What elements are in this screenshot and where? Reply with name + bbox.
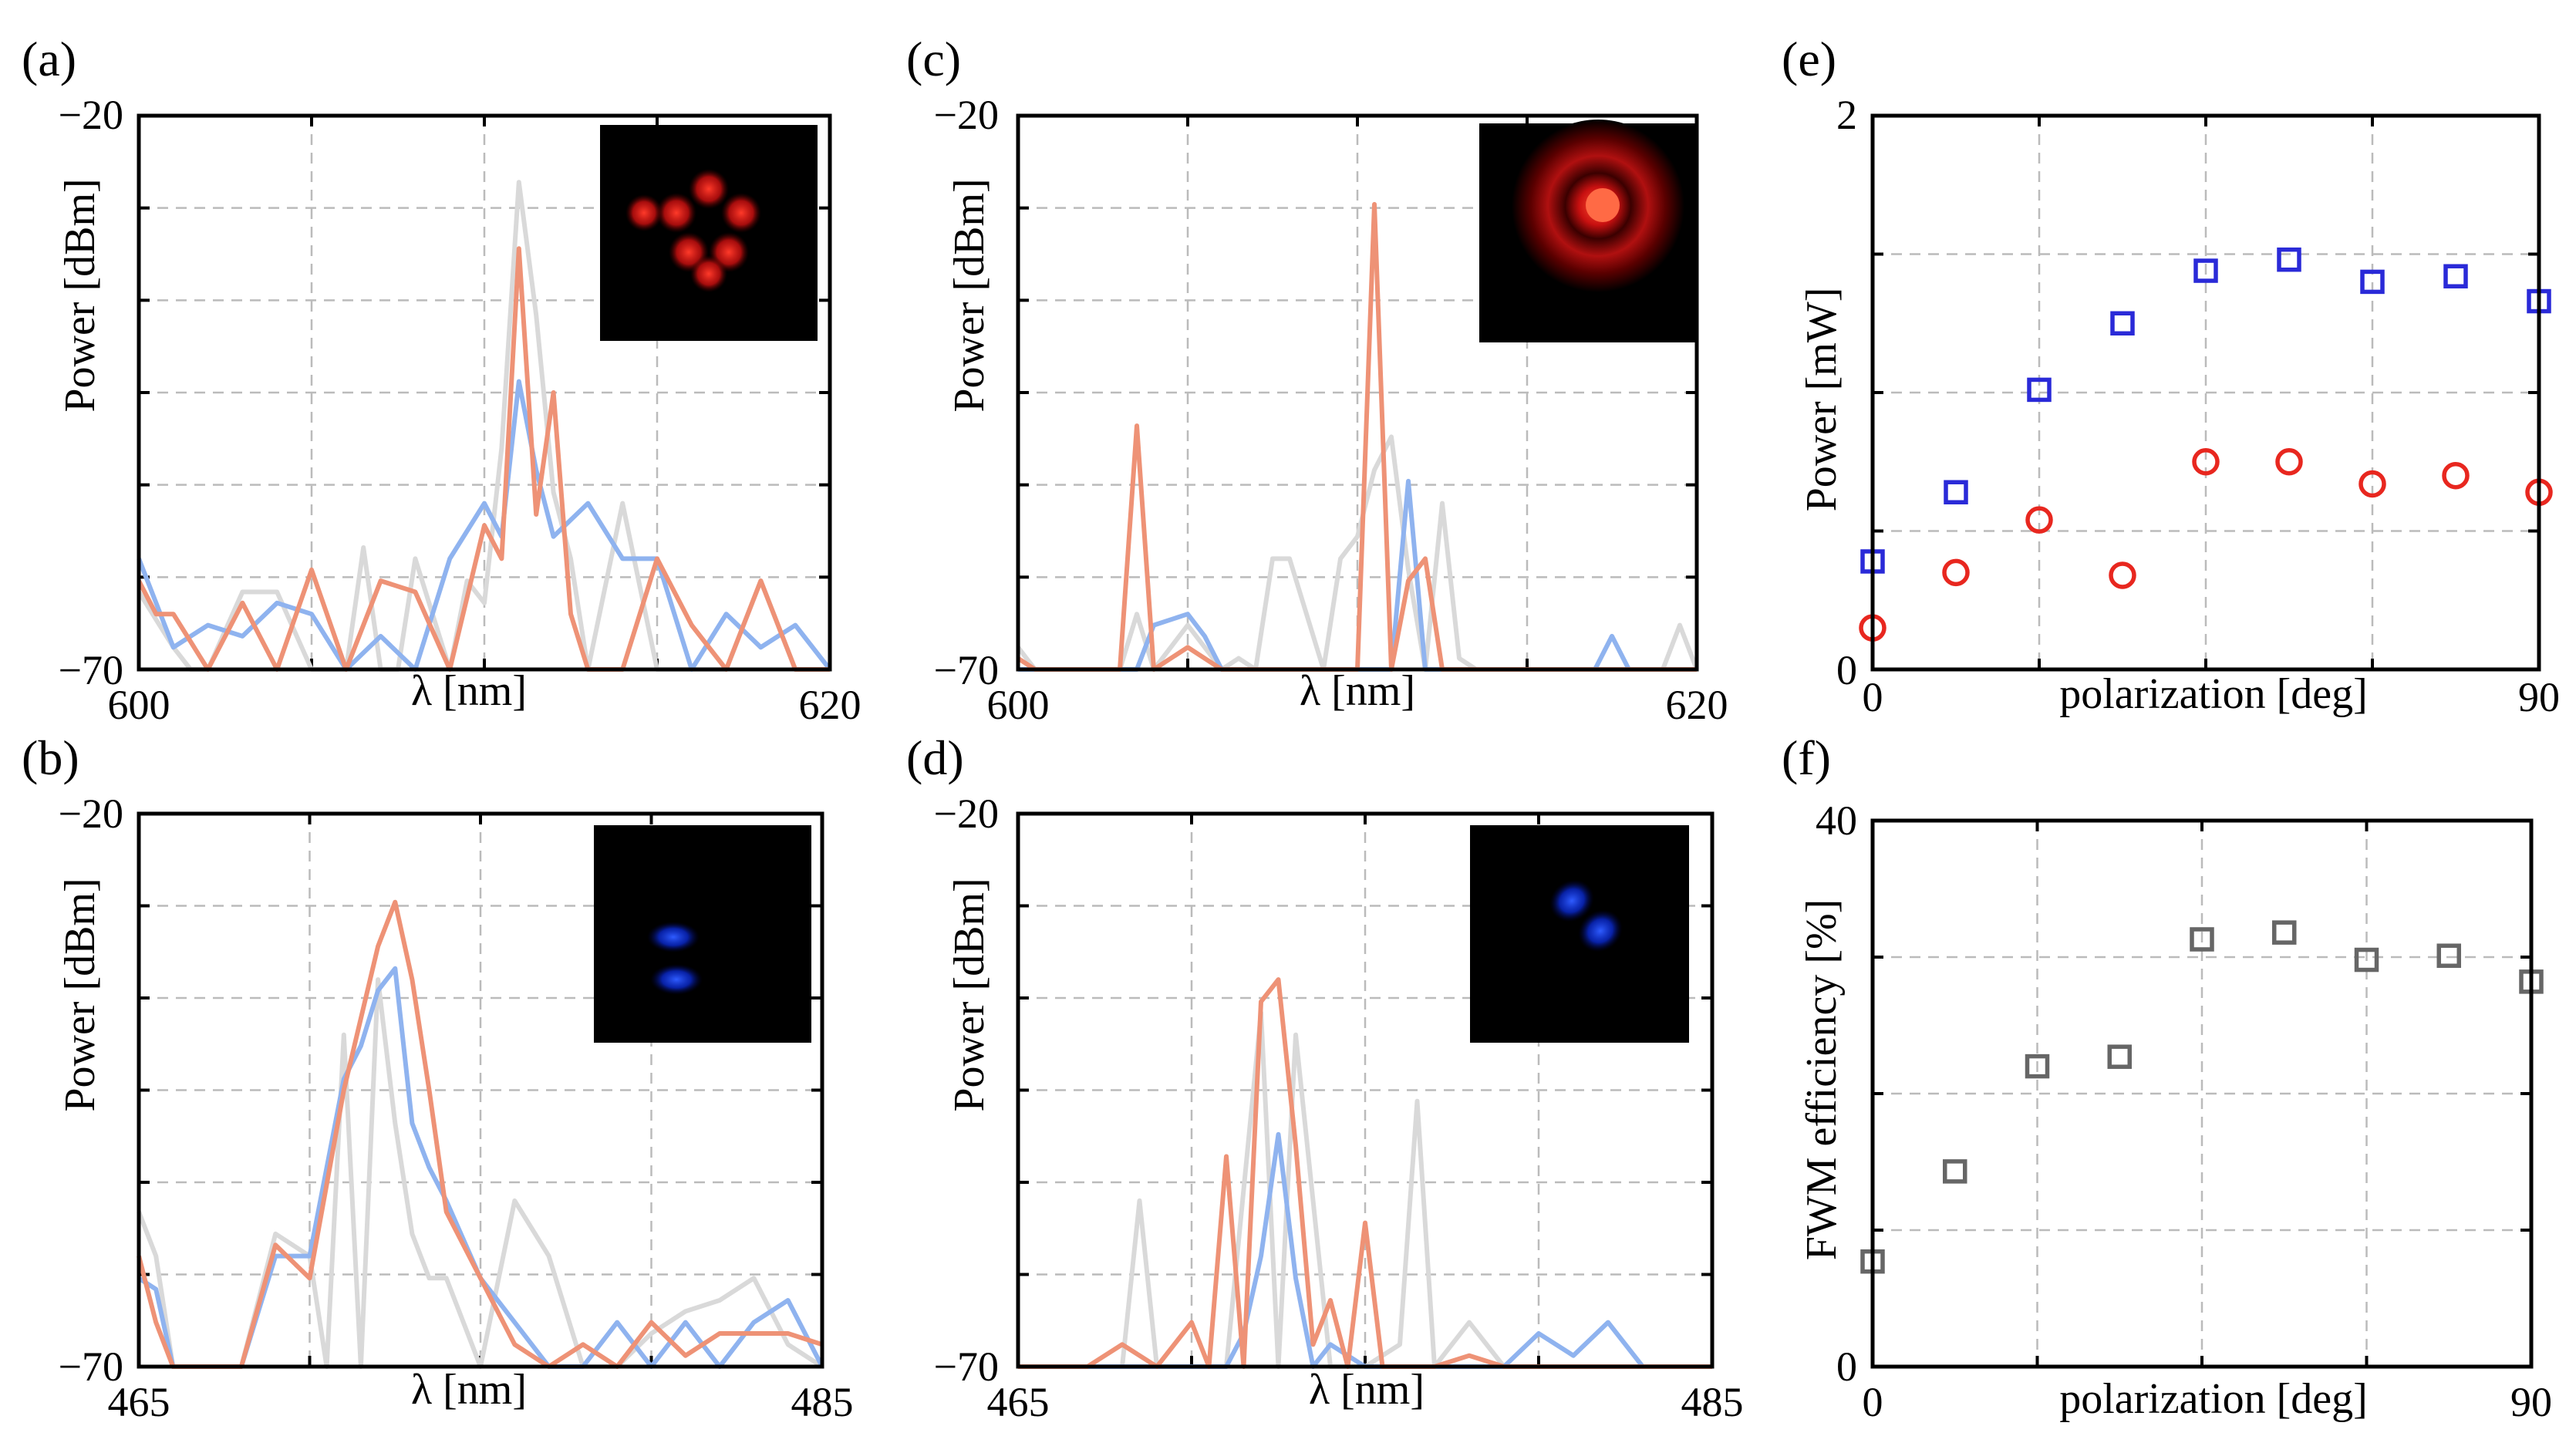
marker-square-squares bbox=[2443, 264, 2468, 288]
panel-f-xtick-right: 90 bbox=[2510, 1379, 2552, 1425]
marker-circle-circles bbox=[2359, 470, 2386, 498]
panel-e-xlabel: polarization [deg] bbox=[2059, 670, 2368, 718]
panel-f-frame bbox=[1870, 818, 2534, 1369]
marker-circle-circles bbox=[1942, 558, 1970, 587]
marker-circle-circles bbox=[2275, 448, 2303, 476]
panel-f-ylabel: FWM efficiency [%] bbox=[1798, 899, 1846, 1261]
panel-d-xlabel: λ [nm] bbox=[1309, 1366, 1425, 1414]
panel-a-ylabel: Power [dBm] bbox=[56, 178, 104, 412]
panel-c-ytick-bottom: −70 bbox=[934, 647, 999, 693]
panel-b-xlabel: λ [nm] bbox=[411, 1366, 527, 1414]
marker-square-squares bbox=[2027, 377, 2052, 403]
panel-f-plot-area bbox=[1860, 818, 2544, 1369]
panel-b-frame bbox=[137, 811, 824, 1369]
panel-f-ytick-bottom: 0 bbox=[1836, 1343, 1857, 1390]
panel-e-ytick-bottom: 0 bbox=[1836, 647, 1857, 693]
panel-d-frame bbox=[1016, 811, 1715, 1369]
panel-c-xlabel: λ [nm] bbox=[1300, 667, 1415, 715]
panel-e: (e) Power [mW] 2 0 0 90 polarization [de… bbox=[1782, 32, 2560, 720]
panel-b-ylabel: Power [dBm] bbox=[56, 878, 104, 1111]
marker-square-squares bbox=[2110, 311, 2135, 335]
panel-a-xlabel: λ [nm] bbox=[411, 667, 527, 715]
panel-d-xtick-left: 465 bbox=[987, 1379, 1050, 1425]
panel-c: (c) Power [dBm] −20 −70 600 620 λ [nm] bbox=[906, 32, 1728, 728]
panel-e-label: (e) bbox=[1782, 32, 1836, 86]
panel-e-frame bbox=[1870, 113, 2541, 672]
panel-b-ytick-top: −20 bbox=[59, 791, 123, 837]
panel-b-label: (b) bbox=[22, 730, 79, 785]
panel-a: (a) Power [dBm] −20 −70 600 620 λ [nm] bbox=[22, 32, 861, 728]
panel-d-xtick-right: 485 bbox=[1681, 1379, 1744, 1425]
panel-b-plot-area bbox=[137, 811, 824, 1369]
panel-c-xtick-left: 600 bbox=[987, 682, 1050, 728]
panel-c-ylabel: Power [dBm] bbox=[946, 178, 993, 412]
panel-b-ytick-bottom: −70 bbox=[59, 1343, 123, 1390]
inset-red-ring-mode bbox=[600, 125, 818, 341]
marker-square-efficiency bbox=[2354, 947, 2379, 973]
panel-d-ytick-top: −20 bbox=[934, 791, 999, 837]
marker-circle-circles bbox=[2109, 561, 2136, 589]
marker-square-efficiency bbox=[2272, 920, 2297, 945]
marker-square-efficiency bbox=[2190, 927, 2214, 952]
panel-a-ytick-top: −20 bbox=[59, 92, 123, 138]
panel-b: (b) Power [dBm] −20 −70 465 485 λ [nm] bbox=[22, 730, 854, 1425]
panel-f-ytick-top: 40 bbox=[1816, 797, 1857, 844]
panel-a-ytick-bottom: −70 bbox=[59, 647, 123, 693]
panel-e-xtick-right: 90 bbox=[2518, 674, 2560, 720]
panel-c-xtick-right: 620 bbox=[1666, 682, 1728, 728]
marker-square-squares bbox=[2277, 247, 2301, 272]
panel-c-frame bbox=[1016, 113, 1699, 672]
series-line-blue bbox=[137, 379, 832, 672]
panel-a-label: (a) bbox=[22, 32, 76, 86]
panel-a-xtick-left: 600 bbox=[108, 682, 170, 728]
panel-d: (d) Power [dBm] −20 −70 465 485 λ [nm] bbox=[906, 730, 1744, 1425]
marker-square-efficiency bbox=[2107, 1044, 2132, 1069]
marker-square-efficiency bbox=[1943, 1159, 1967, 1184]
marker-square-squares bbox=[1944, 480, 1968, 504]
panel-c-label: (c) bbox=[906, 32, 961, 86]
marker-circle-circles bbox=[2442, 461, 2470, 490]
marker-circle-circles bbox=[2192, 448, 2220, 476]
panel-f-xtick-left: 0 bbox=[1863, 1379, 1883, 1425]
panel-d-ytick-bottom: −70 bbox=[934, 1343, 999, 1390]
panel-a-frame bbox=[137, 113, 832, 672]
panel-d-label: (d) bbox=[906, 730, 964, 785]
marker-square-efficiency bbox=[2436, 943, 2461, 968]
panel-f-xlabel: polarization [deg] bbox=[2059, 1375, 2368, 1423]
panel-e-xtick-left: 0 bbox=[1863, 674, 1883, 720]
panel-f: (f) FWM efficiency [%] 40 0 0 90 polariz… bbox=[1782, 730, 2552, 1425]
panel-d-ylabel: Power [dBm] bbox=[946, 878, 993, 1111]
panel-e-ytick-top: 2 bbox=[1836, 92, 1857, 138]
panel-e-plot-area bbox=[1859, 113, 2553, 672]
inset-blue-two-lobe-mode bbox=[594, 825, 811, 1043]
marker-circle-circles bbox=[2025, 506, 2053, 534]
panel-c-ytick-top: −20 bbox=[934, 92, 999, 138]
panel-b-xtick-left: 465 bbox=[108, 1379, 170, 1425]
panel-b-xtick-right: 485 bbox=[791, 1379, 854, 1425]
panel-e-ylabel: Power [mW] bbox=[1798, 288, 1846, 512]
inset-red-donut-mode bbox=[1479, 120, 1698, 342]
panel-f-label: (f) bbox=[1782, 730, 1831, 785]
inset-blue-diagonal-two-lobe-mode bbox=[1470, 825, 1689, 1043]
marker-square-squares bbox=[2193, 258, 2218, 283]
marker-square-squares bbox=[2360, 269, 2385, 295]
series-line-orange bbox=[137, 246, 830, 672]
marker-square-efficiency bbox=[2025, 1054, 2050, 1079]
panel-a-xtick-right: 620 bbox=[799, 682, 861, 728]
